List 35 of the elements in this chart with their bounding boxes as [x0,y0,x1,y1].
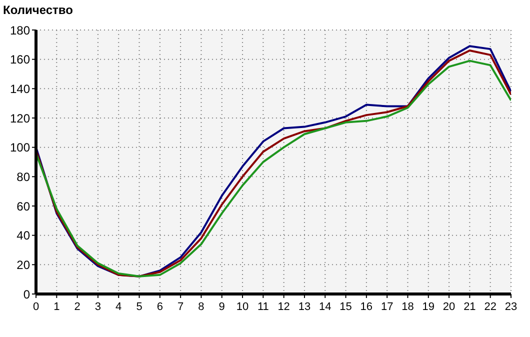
y-tick-label: 100 [10,140,30,155]
x-tick-label: 6 [156,301,163,313]
x-tick-label: 19 [422,301,435,313]
y-tick-label: 0 [23,287,30,302]
x-tick-label: 16 [360,301,373,313]
x-tick-label: 22 [484,301,496,313]
y-tick-label: 40 [16,228,30,243]
y-tick-label: 180 [10,23,30,38]
x-tick-label: 20 [442,301,456,313]
x-tick-label: 4 [116,301,122,313]
x-tick-label: 3 [94,301,102,313]
x-tick-label: 5 [136,301,142,313]
y-tick-label: 80 [16,170,30,184]
y-tick-label: 60 [16,199,30,214]
x-tick-label: 21 [464,301,476,313]
x-tick-label: 8 [198,301,204,313]
x-tick-label: 9 [218,301,225,313]
x-tick-label: 17 [380,301,394,313]
y-tick-label: 20 [16,258,30,272]
chart-title: Количество [3,3,73,17]
x-tick-label: 7 [178,301,184,313]
x-tick-label: 23 [504,301,518,313]
x-tick-label: 15 [340,301,352,313]
x-tick-label: 0 [32,301,40,313]
x-tick-label: 1 [54,301,60,313]
y-tick-label: 160 [10,52,30,67]
y-tick-label: 120 [10,111,30,126]
x-tick-label: 10 [236,301,249,313]
x-tick-label: 13 [298,301,311,313]
x-tick-label: 18 [402,301,414,313]
x-tick-label: 2 [74,301,80,313]
y-tick-label: 140 [10,82,30,96]
x-tick-label: 12 [278,301,290,313]
x-tick-label: 14 [319,301,332,313]
x-tick-label: 11 [257,301,269,313]
